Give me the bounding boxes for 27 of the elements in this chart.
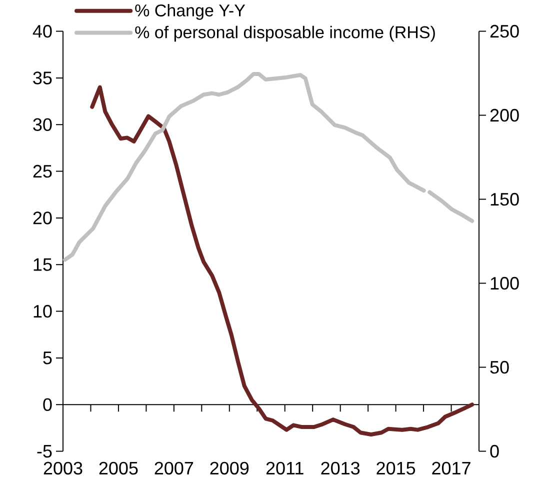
line-series bbox=[90, 85, 474, 436]
x-tick-label: 2003 bbox=[44, 462, 82, 474]
x-tick-label: 2007 bbox=[154, 462, 194, 474]
y2-tick-label: 250 bbox=[490, 24, 519, 38]
y2-tick-label: 50 bbox=[490, 360, 509, 374]
legend-label: % Change Y-Y bbox=[135, 4, 246, 20]
y-tick-label: 40 bbox=[32, 24, 52, 38]
y-tick-label: 25 bbox=[33, 164, 52, 178]
legend-label: % of personal disposable income (RHS) bbox=[135, 26, 435, 42]
y2-tick-label: 100 bbox=[490, 276, 519, 290]
y-tick-label: 35 bbox=[33, 71, 52, 84]
x-tick-label: 2013 bbox=[321, 462, 360, 474]
y-tick-label: 15 bbox=[34, 258, 52, 271]
y-tick-label: 10 bbox=[34, 304, 52, 318]
x-tick-label: 2005 bbox=[99, 462, 138, 474]
y2-tick-label: 150 bbox=[490, 192, 519, 206]
y-tick-label: 20 bbox=[33, 211, 52, 224]
x-tick-label: 2011 bbox=[266, 462, 304, 474]
y2-tick-label: 200 bbox=[490, 108, 519, 122]
x-tick-label: 2009 bbox=[210, 462, 249, 474]
y-tick-label: 30 bbox=[33, 118, 52, 131]
y-tick-label: -5 bbox=[37, 444, 52, 458]
x-tick-label: 2015 bbox=[376, 462, 416, 474]
y-tick-label: 5 bbox=[43, 352, 52, 364]
y-tick-label: 0 bbox=[43, 398, 52, 411]
y2-tick-label: 0 bbox=[490, 444, 499, 458]
x-tick-label: 2017 bbox=[432, 462, 470, 474]
